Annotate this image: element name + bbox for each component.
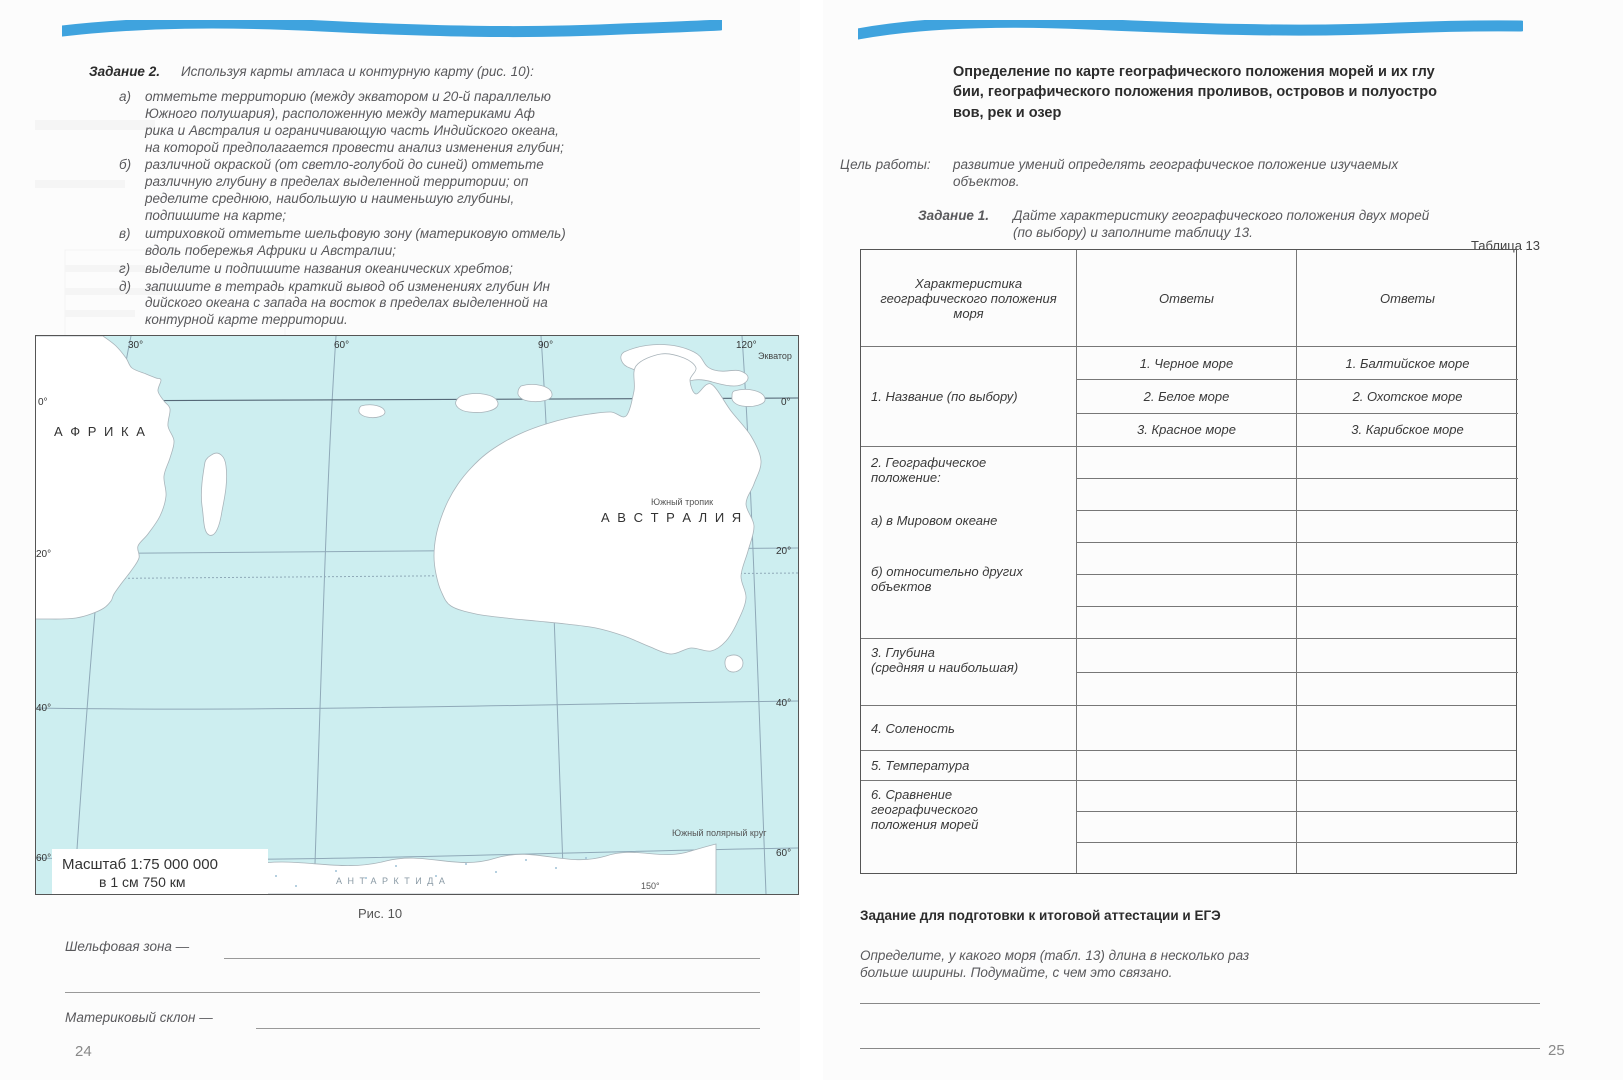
svg-text:20°: 20° xyxy=(36,549,51,560)
svg-text:А В С Т Р А Л И Я: А В С Т Р А Л И Я xyxy=(601,510,743,525)
svg-text:0°: 0° xyxy=(38,397,48,408)
svg-text:Масштаб 1:75 000 000: Масштаб 1:75 000 000 xyxy=(62,856,218,873)
svg-text:60°: 60° xyxy=(36,853,51,864)
svg-text:60°: 60° xyxy=(776,848,791,859)
svg-text:Южный полярный круг: Южный полярный круг xyxy=(672,828,767,838)
svg-text:в 1 см 750 км: в 1 см 750 км xyxy=(99,874,186,890)
svg-text:40°: 40° xyxy=(776,698,791,709)
svg-text:20°: 20° xyxy=(776,546,791,557)
svg-text:А Ф Р И К А: А Ф Р И К А xyxy=(54,424,147,439)
svg-text:А Н Т А Р К Т И Д А: А Н Т А Р К Т И Д А xyxy=(336,876,446,886)
svg-text:0°: 0° xyxy=(781,397,791,408)
svg-text:150°: 150° xyxy=(641,881,660,891)
svg-text:90°: 90° xyxy=(538,340,553,351)
svg-text:30°: 30° xyxy=(128,340,143,351)
svg-text:40°: 40° xyxy=(36,703,51,714)
svg-text:Южный тропик: Южный тропик xyxy=(651,497,713,507)
svg-text:60°: 60° xyxy=(334,340,349,351)
svg-text:Экватор: Экватор xyxy=(758,351,792,361)
svg-text:120°: 120° xyxy=(736,340,757,351)
